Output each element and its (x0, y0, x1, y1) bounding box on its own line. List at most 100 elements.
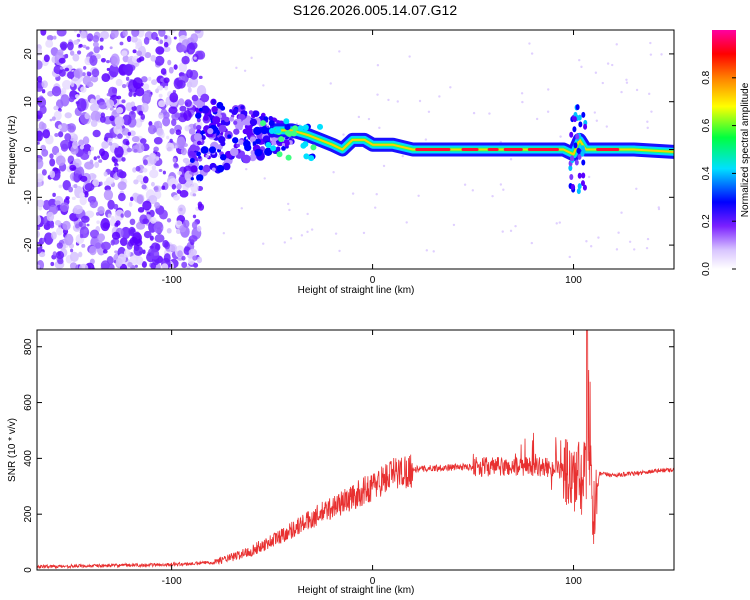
noise-blob (49, 118, 53, 122)
snr-x-tick-label: -100 (162, 576, 182, 587)
noise-blob (162, 240, 169, 248)
transition-blob (189, 144, 197, 152)
noise-blob (91, 174, 97, 179)
noise-blob (134, 264, 138, 268)
noise-blob (107, 199, 115, 210)
faint-blob (262, 242, 265, 245)
noise-blob (99, 181, 103, 186)
noise-blob (101, 140, 110, 149)
noise-blob (95, 242, 102, 249)
transition-blob (207, 128, 214, 135)
faint-blob (499, 183, 503, 186)
disturbance-blob (575, 104, 580, 111)
noise-blob (46, 211, 55, 222)
noise-blob (155, 243, 161, 251)
noise-blob (89, 229, 100, 239)
band-blob (308, 155, 315, 162)
noise-blob (75, 94, 80, 99)
noise-blob (149, 245, 154, 249)
noise-blob (155, 46, 165, 55)
faint-blob (245, 167, 248, 171)
noise-blob (115, 220, 121, 226)
noise-blob (103, 136, 109, 142)
band-blob (278, 136, 285, 143)
faint-blob (362, 231, 366, 235)
snr-y-ticks: 0 200 400 600 800 (23, 338, 674, 573)
noise-blob (76, 98, 87, 112)
faint-blob (387, 98, 390, 102)
noise-blob (112, 166, 119, 173)
noise-blob (66, 71, 75, 79)
noise-blob (190, 33, 199, 44)
faint-blob (306, 230, 309, 234)
noise-blob (117, 133, 123, 139)
noise-blob (164, 85, 169, 91)
noise-blob (126, 147, 133, 153)
noise-blob (69, 164, 77, 172)
faint-blob (472, 111, 476, 115)
noise-blob (178, 75, 186, 82)
band-blob (286, 131, 293, 138)
noise-blob (87, 150, 92, 156)
noise-blob (132, 232, 142, 245)
noise-blob (107, 213, 112, 219)
spectrogram-x-label: Height of straight line (km) (298, 285, 415, 296)
noise-blob (103, 171, 108, 177)
faint-blob (376, 64, 380, 67)
noise-blob (181, 55, 190, 65)
colorbar: 0.0 0.2 0.4 0.6 0.8 Normalized spectral ampl… (701, 30, 750, 276)
faint-blob (580, 65, 583, 69)
transition-blob (198, 165, 204, 171)
noise-blob (155, 36, 159, 42)
noise-blob (51, 231, 57, 240)
transition-blob (253, 126, 262, 136)
noise-blob (58, 184, 63, 189)
noise-blob (162, 170, 166, 175)
noise-blob (177, 250, 183, 258)
faint-blob (625, 81, 629, 84)
transition-blob (198, 107, 203, 112)
spectrogram-y-tick-label: -10 (23, 190, 34, 205)
noise-blob (89, 245, 97, 256)
noise-blob (97, 233, 106, 242)
snr-x-tick-label: 0 (370, 576, 376, 587)
transition-blob (237, 118, 242, 124)
transition-blob (189, 158, 195, 164)
noise-blob (127, 131, 132, 136)
noise-blob (122, 55, 130, 63)
noise-blob (39, 105, 47, 115)
noise-blob (142, 168, 148, 173)
noise-blob (125, 76, 130, 81)
noise-blob (99, 115, 106, 123)
faint-blob (646, 237, 650, 241)
noise-blob (126, 35, 132, 43)
noise-blob (65, 196, 70, 200)
faint-blob (306, 212, 309, 216)
noise-blob (125, 140, 130, 146)
noise-blob (169, 92, 179, 103)
noise-blob (196, 225, 202, 232)
noise-blob (152, 128, 157, 133)
noise-blob (120, 213, 124, 218)
noise-blob (41, 169, 47, 176)
disturbance-blob (581, 148, 586, 155)
noise-blob (110, 239, 116, 246)
noise-blob (106, 60, 110, 64)
noise-blob (42, 129, 51, 139)
noise-blob (73, 183, 78, 189)
noise-blob (37, 199, 45, 208)
noise-blob (58, 57, 66, 64)
noise-blob (101, 73, 111, 83)
noise-blob (114, 116, 125, 128)
faint-blob (657, 206, 660, 209)
disturbance-blob (577, 153, 582, 160)
transition-blob (249, 136, 257, 143)
noise-blob (154, 234, 165, 243)
faint-blob (338, 249, 341, 253)
noise-blob (86, 81, 94, 88)
noise-blob (168, 30, 177, 34)
noise-blob (190, 182, 199, 193)
noise-blob (155, 88, 159, 94)
noise-blob (104, 185, 111, 191)
